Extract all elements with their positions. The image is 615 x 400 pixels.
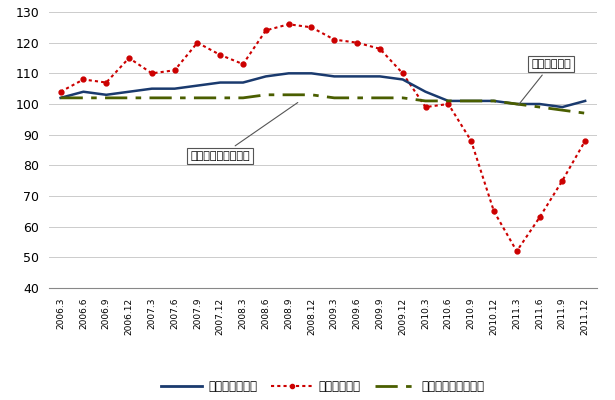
Text: リーマン・ショック: リーマン・ショック [191, 102, 298, 161]
Legend: 鉱工業生産指数, 同（自動車）, 第三次産業活動指数: 鉱工業生産指数, 同（自動車）, 第三次産業活動指数 [156, 376, 490, 398]
Text: 東日本大震災: 東日本大震災 [518, 59, 571, 105]
